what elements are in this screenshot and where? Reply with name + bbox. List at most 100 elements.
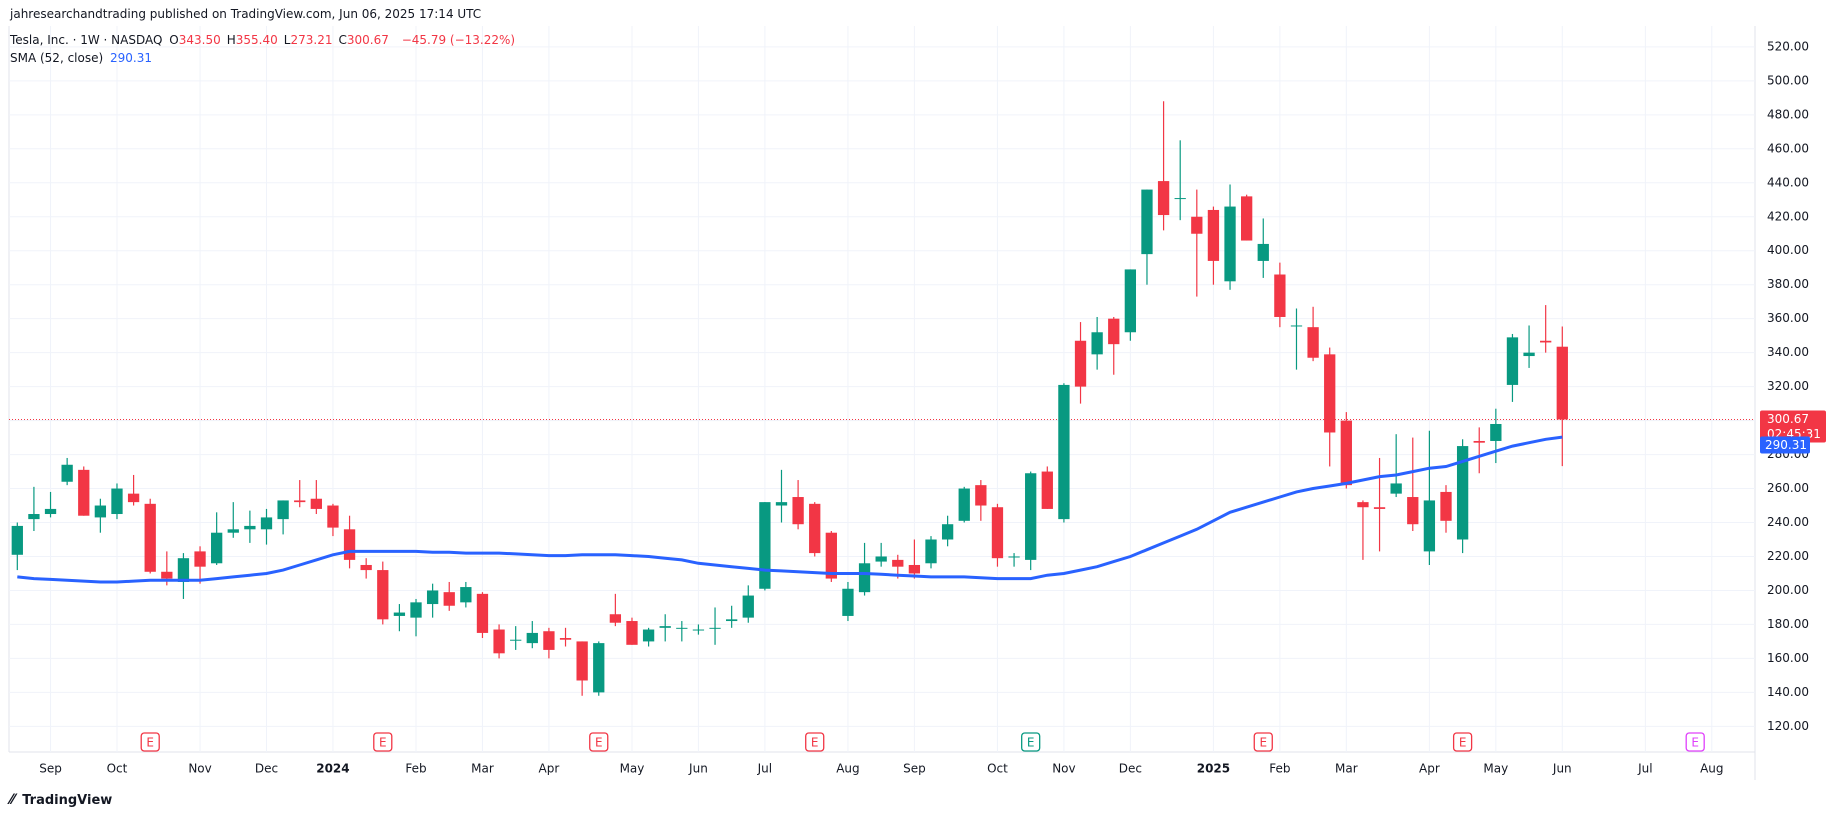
candle-body <box>842 588 854 616</box>
candle-body <box>260 517 273 530</box>
y-tick-label: 180.00 <box>1767 617 1809 631</box>
sma-name: SMA (52, close) <box>10 51 104 65</box>
candle-body <box>1124 269 1137 333</box>
candle-body <box>792 497 804 525</box>
candle-body <box>1357 502 1369 508</box>
x-tick-label: Aug <box>1700 762 1723 776</box>
candle-body <box>1191 216 1203 234</box>
candle-body <box>559 638 572 640</box>
candle-body <box>194 551 206 567</box>
candle-body <box>892 559 904 567</box>
ohlc-value: 355.40 <box>235 33 278 47</box>
candle-body <box>1224 206 1236 282</box>
candle-body <box>709 627 721 629</box>
x-tick-label: Sep <box>903 762 926 776</box>
candle-body <box>726 619 738 622</box>
x-tick-label: Mar <box>471 762 494 776</box>
earnings-label: E <box>146 736 154 750</box>
x-tick-label: Apr <box>539 762 560 776</box>
candle-body <box>742 595 754 618</box>
candle-body <box>1440 491 1452 521</box>
candle-body <box>958 488 970 521</box>
candle-body <box>78 469 90 516</box>
y-tick-label: 120.00 <box>1767 719 1809 733</box>
candle-body <box>1340 420 1352 486</box>
candle-body <box>410 602 422 618</box>
x-tick-label: Aug <box>836 762 859 776</box>
x-tick-label: May <box>1483 762 1508 776</box>
candle-body <box>510 639 522 641</box>
candle-body <box>1091 332 1103 355</box>
candle-body <box>692 629 705 631</box>
x-tick-label: Jul <box>1637 762 1652 776</box>
candle-body <box>211 532 223 564</box>
x-tick-label: Sep <box>39 762 62 776</box>
candle-body <box>676 627 688 629</box>
candle-body <box>659 626 671 628</box>
ohlc-value: 300.67 <box>346 33 389 47</box>
candle-body <box>1008 556 1020 558</box>
ohlc-value: 343.50 <box>178 33 221 47</box>
earnings-marker <box>1452 732 1473 752</box>
candle-body <box>493 629 505 654</box>
earnings-label: E <box>379 736 387 750</box>
y-tick-label: 320.00 <box>1767 379 1809 393</box>
y-tick-label: 140.00 <box>1767 685 1809 699</box>
publish-line: jahresearchandtrading published on Tradi… <box>10 7 482 21</box>
x-tick-label: Dec <box>1119 762 1142 776</box>
sma-badge <box>1760 436 1810 454</box>
candle-body <box>1157 181 1170 216</box>
candle-body <box>975 485 987 506</box>
candle-body <box>343 529 356 560</box>
candle-body <box>576 641 588 681</box>
y-tick-label: 200.00 <box>1767 583 1809 597</box>
candle-body <box>94 505 107 518</box>
earnings-marker <box>1021 732 1041 752</box>
candle-body <box>294 500 306 503</box>
earnings-marker <box>1253 732 1273 752</box>
y-tick-label: 260.00 <box>1767 481 1809 495</box>
candle-body <box>1207 209 1220 261</box>
candle-body <box>1108 318 1120 345</box>
earnings-marker <box>1685 732 1705 752</box>
candle-body <box>111 488 123 515</box>
candle-body <box>1025 473 1037 560</box>
last-price-text: 300.67 <box>1767 412 1809 426</box>
candle-body <box>443 592 455 606</box>
candle-body <box>1290 325 1303 327</box>
y-tick-label: 420.00 <box>1767 209 1809 223</box>
x-tick-label: Nov <box>188 762 211 776</box>
candle-body <box>609 614 622 623</box>
candle-body <box>244 525 256 530</box>
candle-body <box>1241 196 1253 241</box>
earnings-label: E <box>811 736 819 750</box>
candle-body <box>460 587 472 603</box>
candle-body <box>642 629 655 642</box>
candle-body <box>1174 198 1186 200</box>
candle-body <box>1540 340 1552 343</box>
y-tick-label: 380.00 <box>1767 277 1809 291</box>
y-tick-label: 220.00 <box>1767 549 1809 563</box>
x-tick-label: 2024 <box>316 762 349 776</box>
candle-body <box>476 593 489 633</box>
candle-body <box>277 500 289 520</box>
candle-body <box>1041 471 1053 509</box>
candle-body <box>908 564 921 574</box>
candle-body <box>1473 440 1485 443</box>
x-tick-label: Feb <box>1269 762 1290 776</box>
candle-body <box>426 590 439 605</box>
candle-body <box>941 524 954 540</box>
x-tick-label: May <box>620 762 645 776</box>
candle-body <box>759 502 771 589</box>
candle-body <box>28 514 40 520</box>
y-tick-label: 500.00 <box>1767 73 1809 87</box>
earnings-label: E <box>1259 736 1267 750</box>
candle-body <box>1390 483 1402 494</box>
y-tick-label: 480.00 <box>1767 107 1809 121</box>
candle-body <box>1274 274 1286 317</box>
earnings-label: E <box>1691 736 1699 750</box>
footer-logo: ⁄⁄ TradingView <box>10 792 113 808</box>
candle-body <box>1058 384 1070 520</box>
last-price-badge <box>1760 410 1826 443</box>
